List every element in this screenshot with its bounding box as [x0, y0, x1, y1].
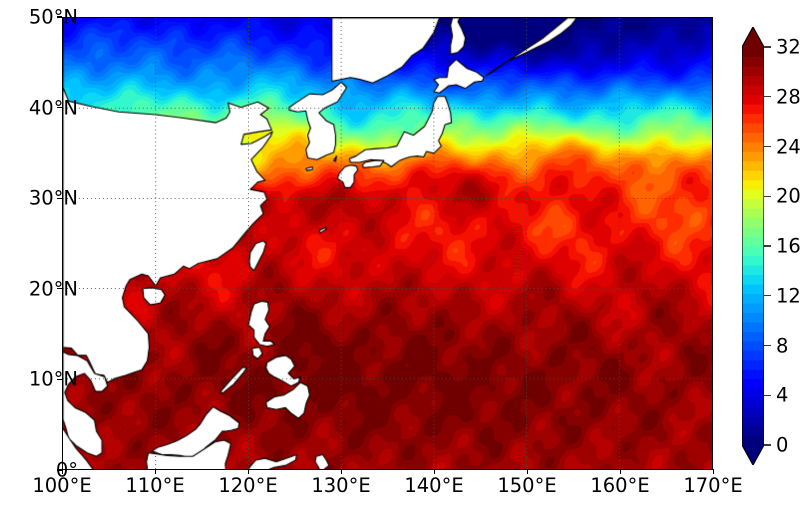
colorbar-tick-label-4: 4: [776, 383, 789, 407]
xtick-mark-160: [620, 469, 622, 474]
ytick-mark-10: [57, 378, 62, 381]
colorbar-tick-mark-28: [764, 96, 771, 98]
ytick-label-10: 10°N: [28, 367, 78, 391]
colorbar-tick-mark-12: [764, 295, 771, 297]
xtick-mark-110: [155, 469, 157, 474]
ytick-mark-20: [57, 288, 62, 290]
xtick-label-100: 100°E: [32, 474, 92, 497]
colorbar-tick-label-20: 20: [776, 184, 800, 208]
ytick-mark-50: [57, 16, 62, 18]
xtick-mark-150: [527, 469, 529, 474]
xtick-mark-140: [434, 469, 436, 474]
colorbar-tick-mark-32: [764, 46, 771, 48]
ytick-label-20: 20°N: [28, 277, 78, 301]
xtick-mark-170: [713, 469, 715, 474]
colorbar-tick-label-0: 0: [776, 433, 789, 457]
xtick-mark-130: [341, 469, 343, 474]
xtick-label-140: 140°E: [404, 474, 464, 497]
colorbar-tick-mark-8: [764, 344, 771, 347]
map-plot-area: [62, 17, 713, 470]
colorbar-tick-mark-16: [764, 245, 771, 247]
ytick-label-30: 30°N: [28, 186, 78, 210]
ytick-mark-30: [57, 197, 62, 199]
colorbar-gradient: [742, 27, 764, 465]
ytick-mark-40: [57, 106, 62, 109]
colorbar-tick-label-16: 16: [776, 234, 800, 258]
colorbar-tick-mark-24: [764, 145, 771, 148]
xtick-label-130: 130°E: [311, 474, 371, 497]
colorbar-tick-label-8: 8: [776, 334, 789, 357]
ytick-mark-0: [57, 469, 62, 471]
colorbar: [742, 27, 764, 465]
xtick-label-120: 120°E: [218, 474, 278, 497]
colorbar-tick-mark-4: [764, 394, 771, 396]
xtick-label-110: 110°E: [125, 474, 185, 497]
colorbar-tick-label-28: 28: [776, 85, 800, 109]
xtick-label-150: 150°E: [497, 474, 557, 497]
colorbar-tick-mark-20: [764, 195, 771, 197]
colorbar-tick-mark-0: [764, 444, 771, 446]
colorbar-tick-label-32: 32: [776, 35, 800, 59]
ytick-label-0: 0°: [55, 458, 78, 482]
xtick-mark-120: [248, 469, 250, 474]
colorbar-tick-label-12: 12: [776, 284, 800, 308]
xtick-label-170: 170°E: [683, 474, 743, 497]
colorbar-tick-label-24: 24: [776, 135, 800, 158]
xtick-mark-100: [62, 469, 64, 474]
ytick-label-50: 50°N: [28, 5, 78, 29]
ytick-label-40: 40°N: [28, 96, 78, 120]
xtick-label-160: 160°E: [590, 474, 650, 497]
sst-contour-field: [63, 18, 712, 469]
